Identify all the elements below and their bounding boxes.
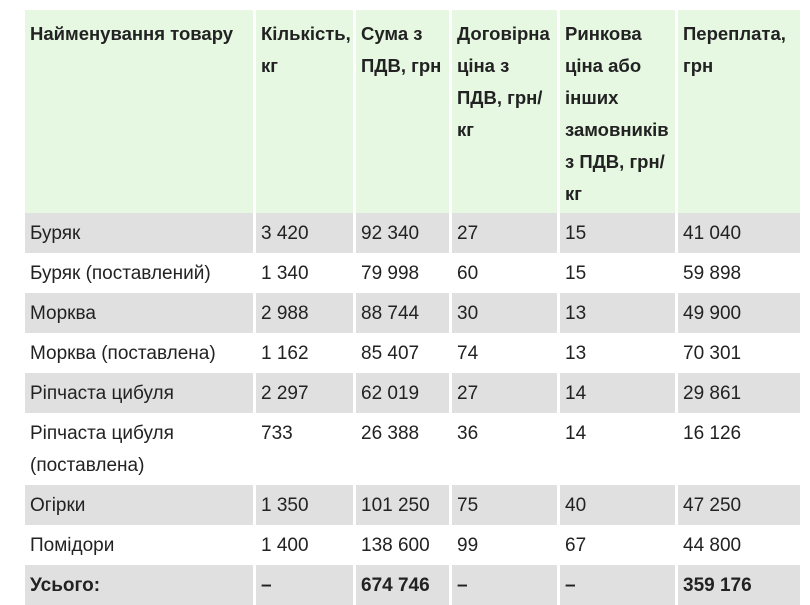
header-overpayment: Переплата, грн — [675, 10, 803, 213]
cell-sum-with-vat: 85 407 — [353, 333, 452, 373]
table-row: Огірки 1 350 101 250 75 40 47 250 — [22, 485, 803, 525]
cell-market-price: 14 — [557, 373, 678, 413]
cell-product-name: Помідори — [22, 525, 256, 565]
cell-market-price: 15 — [557, 213, 678, 253]
total-market-price: – — [557, 565, 678, 605]
cell-market-price: 13 — [557, 293, 678, 333]
total-contract-price: – — [449, 565, 560, 605]
cell-overpayment: 41 040 — [675, 213, 803, 253]
table-row: Буряк 3 420 92 340 27 15 41 040 — [22, 213, 803, 253]
cell-sum-with-vat: 138 600 — [353, 525, 452, 565]
cell-contract-price: 74 — [449, 333, 560, 373]
total-overpayment: 359 176 — [675, 565, 803, 605]
cell-overpayment: 29 861 — [675, 373, 803, 413]
cell-market-price: 15 — [557, 253, 678, 293]
cell-sum-with-vat: 26 388 — [353, 413, 452, 485]
cell-product-name: Ріпчаста цибуля (поставлена) — [22, 413, 256, 485]
cell-contract-price: 27 — [449, 373, 560, 413]
cell-product-name: Буряк (поставлений) — [22, 253, 256, 293]
cell-product-name: Буряк — [22, 213, 256, 253]
cell-contract-price: 36 — [449, 413, 560, 485]
table-header-row: Найменування товару Кількість, кг Сума з… — [22, 10, 803, 213]
cell-sum-with-vat: 101 250 — [353, 485, 452, 525]
cell-overpayment: 49 900 — [675, 293, 803, 333]
cell-product-name: Морква (поставлена) — [22, 333, 256, 373]
cell-overpayment: 70 301 — [675, 333, 803, 373]
table-row: Буряк (поставлений) 1 340 79 998 60 15 5… — [22, 253, 803, 293]
cell-market-price: 40 — [557, 485, 678, 525]
table-row: Морква (поставлена) 1 162 85 407 74 13 7… — [22, 333, 803, 373]
cell-quantity: 733 — [253, 413, 356, 485]
price-comparison-table: Найменування товару Кількість, кг Сума з… — [22, 10, 803, 605]
cell-market-price: 14 — [557, 413, 678, 485]
cell-market-price: 13 — [557, 333, 678, 373]
cell-overpayment: 16 126 — [675, 413, 803, 485]
cell-overpayment: 59 898 — [675, 253, 803, 293]
header-quantity: Кількість, кг — [253, 10, 356, 213]
cell-product-name: Ріпчаста цибуля — [22, 373, 256, 413]
table-row: Ріпчаста цибуля (поставлена) 733 26 388 … — [22, 413, 803, 485]
header-market-price: Ринкова ціна або інших замовників з ПДВ,… — [557, 10, 678, 213]
cell-contract-price: 60 — [449, 253, 560, 293]
cell-product-name: Морква — [22, 293, 256, 333]
cell-product-name: Огірки — [22, 485, 256, 525]
cell-quantity: 1 340 — [253, 253, 356, 293]
header-contract-price: Договірна ціна з ПДВ, грн/кг — [449, 10, 560, 213]
cell-overpayment: 47 250 — [675, 485, 803, 525]
cell-quantity: 1 400 — [253, 525, 356, 565]
cell-overpayment: 44 800 — [675, 525, 803, 565]
total-label: Усього: — [22, 565, 256, 605]
cell-contract-price: 75 — [449, 485, 560, 525]
header-sum-with-vat: Сума з ПДВ, грн — [353, 10, 452, 213]
table-row: Морква 2 988 88 744 30 13 49 900 — [22, 293, 803, 333]
cell-contract-price: 27 — [449, 213, 560, 253]
total-sum-with-vat: 674 746 — [353, 565, 452, 605]
cell-contract-price: 30 — [449, 293, 560, 333]
cell-quantity: 1 162 — [253, 333, 356, 373]
cell-contract-price: 99 — [449, 525, 560, 565]
total-quantity: – — [253, 565, 356, 605]
cell-market-price: 67 — [557, 525, 678, 565]
cell-quantity: 1 350 — [253, 485, 356, 525]
header-product-name: Найменування товару — [22, 10, 256, 213]
cell-quantity: 2 988 — [253, 293, 356, 333]
cell-sum-with-vat: 88 744 — [353, 293, 452, 333]
table-row: Ріпчаста цибуля 2 297 62 019 27 14 29 86… — [22, 373, 803, 413]
table-total-row: Усього: – 674 746 – – 359 176 — [22, 565, 803, 605]
cell-quantity: 3 420 — [253, 213, 356, 253]
cell-sum-with-vat: 79 998 — [353, 253, 452, 293]
table-row: Помідори 1 400 138 600 99 67 44 800 — [22, 525, 803, 565]
cell-sum-with-vat: 92 340 — [353, 213, 452, 253]
cell-quantity: 2 297 — [253, 373, 356, 413]
cell-sum-with-vat: 62 019 — [353, 373, 452, 413]
